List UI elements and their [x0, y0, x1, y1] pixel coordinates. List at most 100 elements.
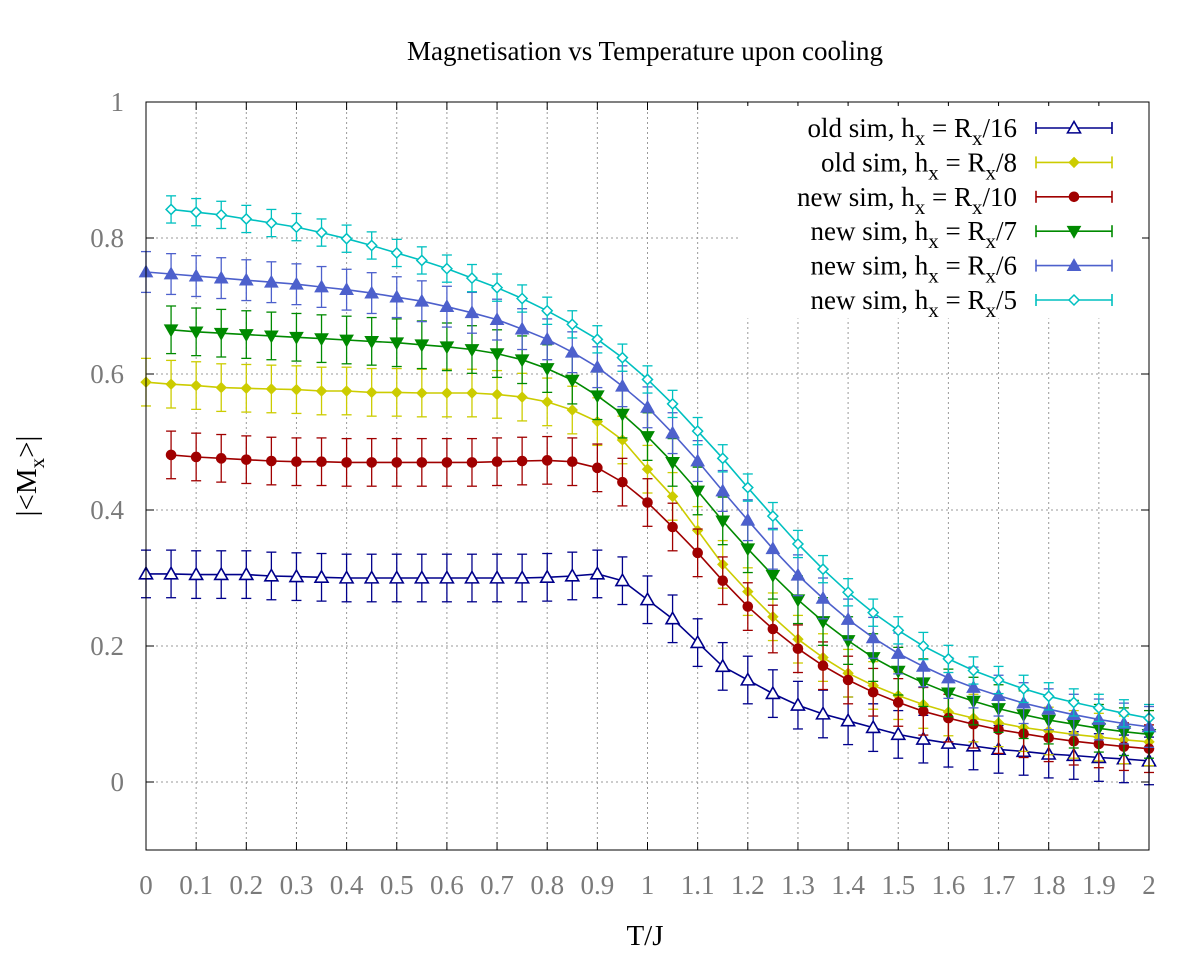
- data-point: [316, 456, 327, 468]
- x-tick-label: 0.9: [580, 870, 614, 900]
- data-point: [314, 333, 329, 347]
- data-point: [516, 455, 528, 467]
- data-point: [391, 457, 403, 468]
- y-tick-label: 0.2: [90, 631, 124, 661]
- data-point: [642, 497, 653, 508]
- data-point: [364, 335, 380, 349]
- data-point: [215, 381, 227, 394]
- data-point: [215, 208, 228, 221]
- y-axis-ticks: 0 0.2 0.4 0.6 0.8 1: [90, 87, 1149, 797]
- data-point: [489, 569, 505, 584]
- data-point: [364, 285, 380, 299]
- legend-subscript: x: [928, 229, 939, 253]
- legend-label: new sim, hx = Rx/6: [810, 251, 1017, 288]
- data-point: [516, 292, 529, 305]
- data-point: [716, 452, 729, 465]
- data-point: [765, 569, 781, 583]
- data-point: [640, 431, 655, 445]
- series-line: [171, 329, 1150, 736]
- data-point: [614, 572, 631, 587]
- data-point: [816, 563, 830, 576]
- x-axis-ticks: 0 0.1 0.2 0.3 0.4 0.5 0.6 0.7 0.8 0.9 1 1.1 1.2 1.3 1.…: [139, 102, 1156, 900]
- data-point: [465, 272, 479, 285]
- data-point: [165, 449, 177, 461]
- legend-text-part: old sim, h: [807, 113, 915, 143]
- data-point: [339, 334, 354, 348]
- data-point: [514, 321, 530, 335]
- data-point: [764, 685, 781, 700]
- data-point: [464, 569, 480, 584]
- legend-marker: [1066, 119, 1082, 134]
- data-point: [765, 541, 781, 555]
- data-point: [640, 399, 655, 413]
- data-point: [414, 339, 430, 353]
- data-point: [690, 485, 706, 499]
- data-point: [967, 664, 980, 677]
- data-point: [489, 312, 505, 325]
- y-tick-label: 0: [111, 767, 125, 797]
- data-point: [667, 521, 678, 533]
- legend: old sim, h x = R x/16 old sim, hx = Rx/8 new…: [797, 113, 1113, 322]
- data-point: [714, 658, 731, 673]
- data-point: [715, 515, 731, 529]
- plot-frame: [145, 101, 1150, 851]
- legend-marker: [1066, 225, 1082, 239]
- data-point: [566, 456, 578, 468]
- legend-subscript: x: [928, 298, 939, 322]
- data-point: [165, 203, 178, 216]
- data-point: [238, 272, 254, 286]
- data-point: [589, 359, 605, 373]
- data-point: [190, 451, 202, 463]
- data-point: [213, 566, 230, 581]
- data-point: [190, 379, 202, 392]
- data-point: [564, 374, 580, 388]
- data-point: [1067, 696, 1080, 709]
- data-point: [390, 246, 403, 260]
- data-point: [213, 327, 229, 341]
- data-point: [288, 568, 305, 583]
- data-point: [666, 490, 679, 503]
- x-tick-label: 0.8: [530, 870, 564, 900]
- x-tick-label: 1.3: [781, 870, 815, 900]
- data-point: [363, 569, 380, 584]
- legend-marker: [1067, 293, 1081, 307]
- data-point: [665, 457, 680, 470]
- legend-text-part: /5: [996, 285, 1017, 315]
- legend-label: new sim, hx = Rx/7: [810, 216, 1017, 253]
- data-point: [315, 226, 328, 239]
- legend-text-part: = R: [925, 182, 972, 212]
- data-point: [491, 456, 503, 468]
- legend-marker: [1066, 258, 1082, 271]
- data-point: [163, 266, 179, 280]
- legend-label: old sim, hx = Rx/8: [821, 147, 1017, 184]
- y-axis-label: |<Mx>|: [11, 436, 49, 517]
- data-point: [414, 293, 430, 307]
- legend-text-part: /16: [982, 113, 1017, 143]
- data-point: [842, 674, 854, 686]
- legend-text-part: new sim, h: [810, 216, 928, 246]
- data-point: [291, 456, 302, 468]
- legend-text-part: /7: [996, 216, 1017, 246]
- data-point: [339, 282, 354, 296]
- data-point: [691, 425, 704, 438]
- data-point: [163, 324, 179, 338]
- data-point: [666, 397, 679, 410]
- data-point: [566, 318, 579, 331]
- legend-subscript: x: [985, 229, 996, 253]
- data-point: [840, 611, 856, 625]
- data-point: [917, 639, 930, 653]
- legend-marker: [1068, 156, 1080, 169]
- data-point: [1042, 690, 1055, 703]
- data-point: [241, 454, 252, 465]
- data-point: [641, 463, 654, 475]
- data-point: [890, 726, 907, 741]
- data-point: [892, 697, 904, 708]
- data-point: [742, 601, 754, 612]
- data-point: [263, 567, 280, 582]
- data-point: [466, 457, 478, 468]
- data-point: [689, 634, 706, 649]
- x-tick-label: 1.7: [982, 870, 1016, 900]
- data-point: [290, 383, 303, 396]
- x-tick-label: 1.5: [881, 870, 915, 900]
- data-point: [314, 279, 329, 293]
